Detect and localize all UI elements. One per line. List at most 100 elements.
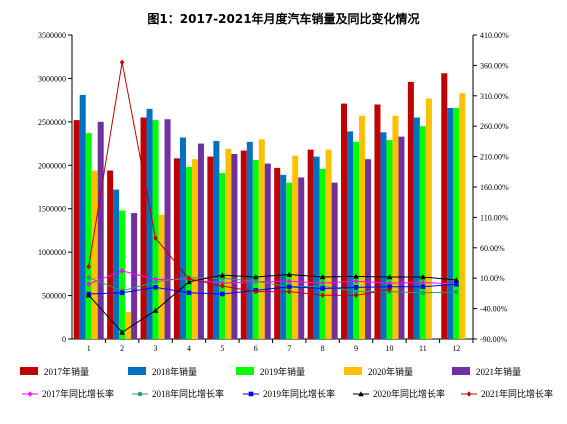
series-point-2 [353,289,359,294]
series-point-1 [320,280,325,286]
series-point-4 [286,271,293,277]
series-point-3 [119,290,125,296]
series-point-1 [353,278,359,285]
legend-swatch [236,367,254,375]
x-axis-tick-label: 2 [120,344,124,353]
bar-1-1 [73,120,80,340]
bar-4-8 [325,149,332,339]
x-axis-tick-label: 8 [321,344,325,353]
bar-5-1 [97,121,104,339]
legend-swatch [452,367,470,375]
bar-5-9 [365,159,372,339]
bar-1-4 [173,158,180,339]
legend-swatch [20,367,38,375]
left-axis-tick-label: 2500000 [38,118,66,127]
left-axis-tick-label: 1500000 [38,205,66,214]
chart-title: 图1：2017-2021年月度汽车销量及同比变化情况 [147,12,420,26]
right-axis-tick-label: 110.00% [480,213,509,222]
bar-4-6 [258,139,265,339]
series-point-5 [119,59,125,66]
series-point-1 [153,276,158,283]
series-point-4 [420,274,426,280]
series-point-4 [152,307,159,313]
bar-2-10 [380,132,387,339]
bar-2-12 [447,107,454,340]
right-axis-tick-label: 360.00% [480,61,509,70]
bar-3-4 [185,167,192,339]
series-point-4 [119,329,125,335]
series-point-4 [219,272,226,278]
x-axis-tick-label: 10 [385,344,393,353]
right-axis-tick-label: 60.00% [480,244,505,253]
bar-5-8 [331,182,338,339]
series-point-5 [220,283,225,289]
series-point-5 [286,288,292,295]
series-line-4 [88,274,457,333]
x-axis-tick-label: 9 [354,344,358,353]
right-axis-tick-label: -40.00% [480,305,508,314]
series-point-2 [86,275,92,280]
series-point-4 [252,274,259,280]
bar-2-4 [179,137,186,339]
bar-5-10 [398,136,405,339]
series-point-3 [286,284,292,290]
series-point-5 [387,286,392,293]
bar-1-3 [140,117,147,339]
series-point-1 [286,278,292,285]
bar-5-7 [298,177,305,339]
series-point-4 [386,274,393,280]
bar-1-5 [207,156,214,339]
bar-1-11 [407,81,414,339]
legend-label: 2018年同比增长率 [152,388,224,399]
series-point-2 [453,289,459,295]
series-point-1 [420,279,426,286]
bar-2-11 [413,117,420,339]
legend-swatch [128,367,146,375]
x-axis-tick-label: 7 [287,344,291,353]
series-line-1 [88,270,457,285]
bar-4-2 [125,312,132,339]
bar-3-3 [152,120,159,340]
x-axis-tick-label: 12 [452,344,460,353]
left-axis-tick-label: 1000000 [38,248,66,257]
bar-4-7 [292,155,299,339]
bars [73,73,466,340]
x-axis-tick-label: 3 [154,344,158,353]
left-axis-tick-label: 2000000 [38,161,66,170]
right-axis-tick-label: 310.00% [480,92,509,101]
legend-label: 2021年销量 [476,366,521,377]
bar-3-7 [286,182,293,339]
bar-4-5 [225,148,232,339]
bar-3-11 [419,126,426,339]
series-point-4 [353,273,359,279]
series-point-5 [353,292,359,299]
bar-4-11 [425,98,432,339]
bar-2-6 [246,141,253,339]
legend-label: 2020年销量 [368,366,413,377]
bar-4-1 [91,170,98,339]
series-point-2 [253,278,259,284]
bar-1-6 [240,150,247,339]
bar-1-7 [274,167,281,339]
series-point-5 [186,276,192,282]
bar-1-9 [341,103,348,339]
bar-5-4 [197,143,204,339]
bar-2-3 [146,108,153,339]
left-axis-tick-label: 3500000 [38,31,66,40]
x-axis-tick-label: 1 [87,344,91,353]
series-line-3 [88,283,457,295]
bar-4-12 [459,93,466,340]
bar-3-9 [353,141,360,339]
series-point-1 [86,281,92,287]
bar-3-1 [85,133,92,339]
series-point-2 [153,279,158,285]
bar-3-10 [386,140,393,339]
bar-4-3 [158,214,165,339]
bar-4-10 [392,115,399,339]
series-point-4 [319,274,326,280]
bar-2-8 [313,156,320,339]
series-point-5 [253,288,259,295]
bar-3-5 [219,173,226,339]
bar-4-9 [359,115,366,339]
